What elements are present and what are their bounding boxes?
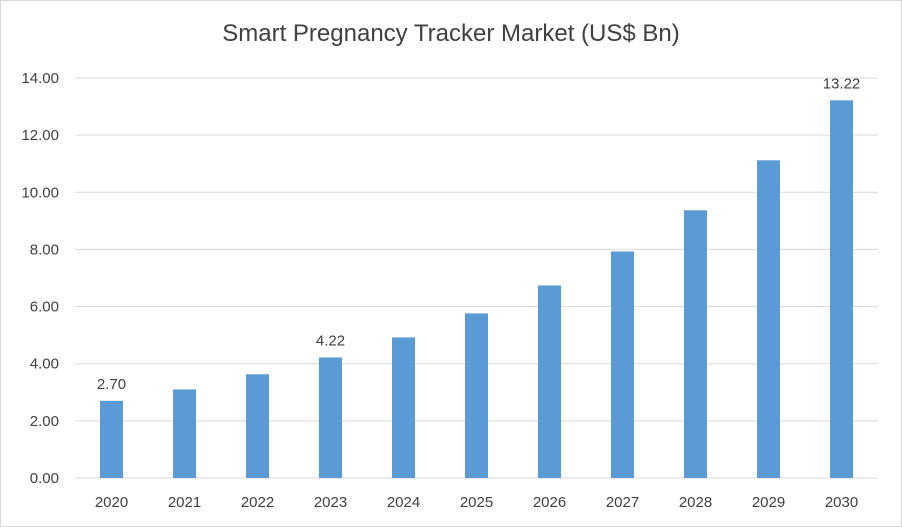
y-axis-tick-labels: 0.00 2.00 4.00 6.00 8.00 10.00 12.00 14.00 <box>21 70 59 487</box>
y-tick-label: 14.00 <box>21 70 59 87</box>
x-tick-label: 2025 <box>460 494 493 511</box>
bar-2021 <box>173 389 196 478</box>
y-tick-label: 12.00 <box>21 127 59 144</box>
x-tick-label: 2023 <box>314 494 347 511</box>
y-tick-label: 8.00 <box>30 241 59 258</box>
y-tick-label: 0.00 <box>30 470 59 487</box>
bar-2023 <box>319 357 342 478</box>
bars <box>100 100 853 479</box>
y-tick-label: 2.00 <box>30 413 59 430</box>
y-tick-label: 10.00 <box>21 184 59 201</box>
bar-2026 <box>538 285 561 478</box>
bar-2028 <box>684 210 707 479</box>
x-axis-tick-labels: 2020 2021 2022 2023 2024 2025 2026 2027 2028 2029… <box>95 494 858 511</box>
y-tick-label: 4.00 <box>30 356 59 373</box>
data-label: 2.70 <box>97 376 126 393</box>
x-tick-label: 2021 <box>168 494 201 511</box>
x-tick-label: 2022 <box>241 494 274 511</box>
chart-title: Smart Pregnancy Tracker Market (US$ Bn) <box>222 20 680 47</box>
y-tick-label: 6.00 <box>30 299 59 316</box>
data-labels: 2.70 4.22 13.22 <box>97 75 860 393</box>
bar-2027 <box>611 251 634 478</box>
bar-2025 <box>465 313 488 478</box>
x-tick-label: 2020 <box>95 494 128 511</box>
data-label: 13.22 <box>823 75 861 92</box>
bar-2022 <box>246 374 269 478</box>
bar-2030 <box>830 100 853 479</box>
x-tick-label: 2027 <box>606 494 639 511</box>
bar-2029 <box>757 160 780 479</box>
x-tick-label: 2030 <box>825 494 858 511</box>
data-label: 4.22 <box>316 332 345 349</box>
bar-2020 <box>100 400 123 478</box>
x-tick-label: 2026 <box>533 494 566 511</box>
x-tick-label: 2029 <box>752 494 785 511</box>
x-tick-label: 2028 <box>679 494 712 511</box>
x-tick-label: 2024 <box>387 494 420 511</box>
bar-2024 <box>392 337 415 478</box>
